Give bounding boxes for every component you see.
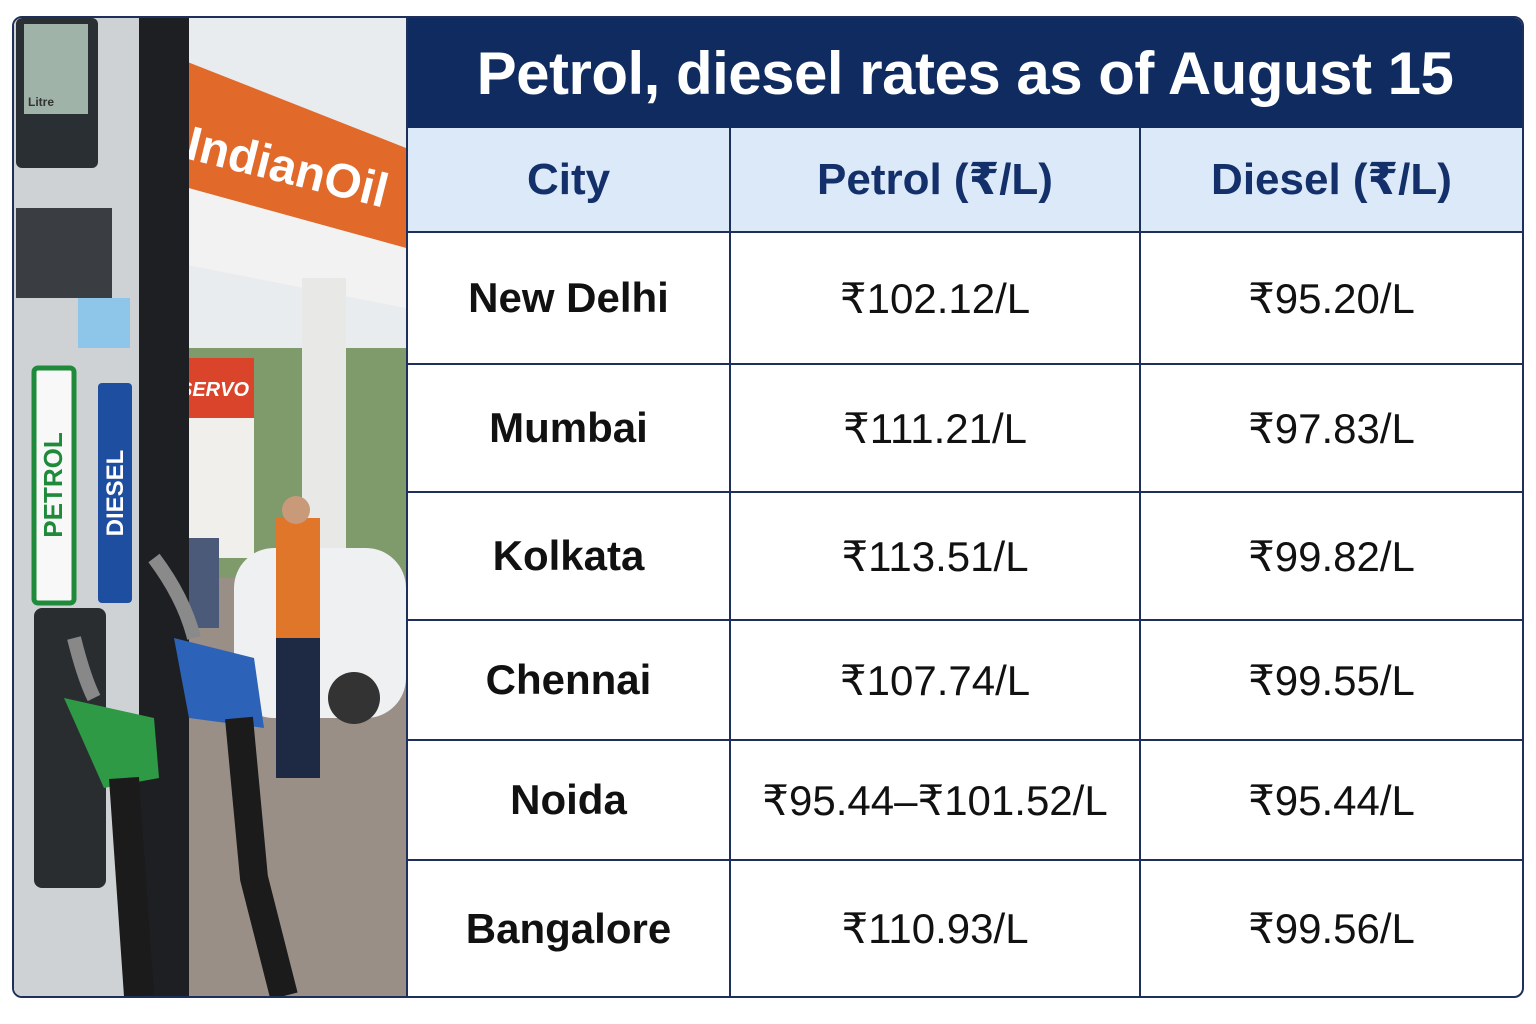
- rates-table: City Petrol (₹/L) Diesel (₹/L) New Delhi ₹10…: [408, 128, 1522, 996]
- price-cell: ₹102.12/L: [731, 233, 1141, 365]
- meter-label: Litre: [28, 95, 54, 109]
- city-cell: Noida: [408, 741, 731, 861]
- price-cell: ₹99.55/L: [1141, 621, 1522, 741]
- header-cell: Diesel (₹/L): [1141, 128, 1522, 233]
- infographic: SERVO IndianOil Litre PETROL DIESEL: [12, 16, 1524, 998]
- price-cell: ₹111.21/L: [731, 365, 1141, 493]
- price-cell: ₹99.56/L: [1248, 905, 1415, 952]
- price-cell: ₹110.93/L: [731, 861, 1141, 996]
- city-cell: Bangalore: [408, 861, 731, 996]
- header-cell: Petrol (₹/L): [731, 128, 1141, 233]
- price-cell: ₹95.20/L: [1141, 233, 1522, 365]
- city-cell: Kolkata: [408, 493, 731, 621]
- price-cell: ₹95.44/L: [1141, 741, 1522, 861]
- price-cell: ₹97.83/L: [1141, 365, 1522, 493]
- price-cell: ₹99.82/L: [1141, 493, 1522, 621]
- pump-label: DIESEL: [102, 450, 129, 537]
- fuel-station-photo: SERVO IndianOil Litre PETROL DIESEL: [14, 18, 406, 996]
- city-cell: Mumbai: [408, 365, 731, 493]
- servo-sign: SERVO: [179, 379, 249, 401]
- price-cell: ₹107.74/L: [731, 621, 1141, 741]
- price-cell: ₹113.51/L: [731, 493, 1141, 621]
- city-cell: New Delhi: [408, 233, 731, 365]
- price-cell: ₹95.44–₹101.52/L: [731, 741, 1141, 861]
- city-cell: Chennai: [408, 621, 731, 741]
- rates-panel: Petrol, diesel rates as of August 15 Cit…: [406, 18, 1522, 996]
- pump-label: PETROL: [38, 432, 68, 538]
- title: Petrol, diesel rates as of August 15: [408, 18, 1522, 128]
- header-cell: City: [408, 128, 731, 233]
